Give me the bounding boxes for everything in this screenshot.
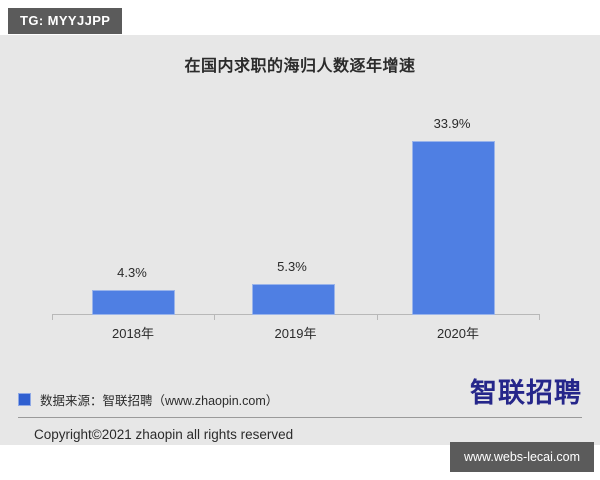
chart-panel: 在国内求职的海归人数逐年增速 4.3% 5.3% 33.9% 2018年 201…	[0, 35, 600, 445]
plot-area	[52, 100, 540, 315]
top-left-tag-badge: TG: MYYJJPP	[8, 8, 123, 34]
bottom-right-watermark: www.webs-lecai.com	[449, 441, 594, 472]
zhaopin-logo: 智联招聘	[470, 380, 582, 407]
axis-tick	[52, 315, 53, 320]
copyright-text: Copyright©2021 zhaopin all rights reserv…	[34, 427, 294, 442]
bar-2019[interactable]	[252, 284, 335, 315]
bar-value-label-2020: 33.9%	[433, 116, 471, 131]
category-label-2018: 2018年	[112, 326, 154, 341]
legend: 数据来源：智联招聘（www.zhaopin.com）	[18, 390, 278, 409]
axis-tick	[377, 315, 378, 320]
bar-2020[interactable]	[412, 141, 495, 315]
axis-tick	[214, 315, 215, 320]
bar-2018[interactable]	[92, 290, 175, 315]
logo-text: 智联招聘	[470, 378, 582, 408]
bar-value-label-2018: 4.3%	[117, 265, 147, 280]
legend-source-text: 数据来源：智联招聘（www.zhaopin.com）	[40, 394, 279, 408]
chart-title: 在国内求职的海归人数逐年增速	[184, 58, 416, 75]
category-label-2020: 2020年	[437, 326, 479, 341]
footer-divider	[18, 417, 582, 418]
category-label-2019: 2019年	[274, 326, 317, 341]
bar-value-label-2019: 5.3%	[277, 259, 307, 274]
axis-tick	[539, 315, 540, 320]
legend-color-swatch	[18, 393, 31, 406]
